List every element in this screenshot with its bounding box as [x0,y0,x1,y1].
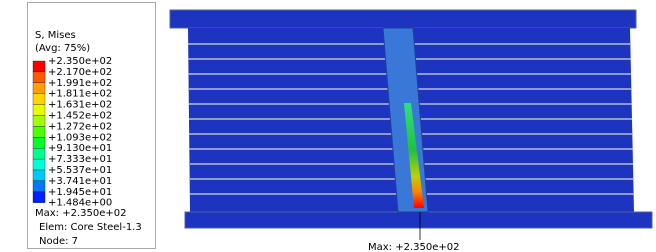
color-band [33,159,45,170]
bottom-plate [185,212,652,228]
color-band [33,116,45,127]
legend-label: +1.093e+02 [48,132,112,143]
model [170,10,652,240]
color-bar: +2.350e+02+2.170e+02+1.991e+02+1.811e+02… [33,56,112,209]
color-band [33,72,45,83]
legend-label: +5.537e+01 [48,165,112,176]
screenshot: S, Mises (Avg: 75%) +2.350e+02+2.170e+02… [0,0,656,252]
legend-node: Node: 7 [39,236,78,247]
color-band [33,126,45,137]
legend-elem: Elem: Core Steel-1.3 [39,222,142,233]
color-band [33,181,45,192]
legend-label: +7.333e+01 [48,154,112,165]
max-annotation: Max: +2.350e+02 [368,242,459,252]
legend-subtitle: (Avg: 75%) [35,43,90,54]
legend-label: +2.170e+02 [48,67,112,78]
color-band [33,137,45,148]
legend-label: +1.631e+02 [48,100,112,111]
color-band [33,148,45,159]
legend-max: Max: +2.350e+02 [35,208,126,219]
color-band [33,192,45,203]
color-band [33,94,45,105]
color-band [33,170,45,181]
legend-label: +1.452e+02 [48,111,112,122]
legend-label: +1.945e+01 [48,187,112,198]
color-band [33,61,45,72]
legend-label: +2.350e+02 [48,56,112,67]
legend-label: +1.991e+02 [48,78,112,89]
legend-label: +3.741e+01 [48,176,112,187]
legend-label: +1.272e+02 [48,121,112,132]
legend-label: +1.811e+02 [48,89,112,100]
color-band [33,83,45,94]
legend-label: +9.130e+01 [48,143,112,154]
legend-title: S, Mises [35,30,76,41]
top-plate [170,10,636,28]
color-band [33,105,45,116]
